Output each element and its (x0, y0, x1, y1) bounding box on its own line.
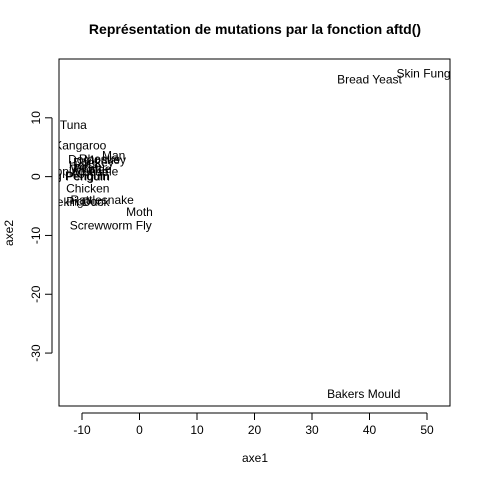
y-tick-label: -10 (29, 226, 43, 244)
point-label: Tuna (60, 118, 87, 132)
y-tick-label: -30 (29, 344, 43, 362)
y-axis-label: axe2 (2, 220, 16, 246)
point-label: Mouse (73, 165, 109, 179)
point-label: Horse (69, 158, 101, 172)
point-label: Kangaroo (54, 138, 106, 152)
point-label: Penguin (66, 170, 110, 184)
point-label: Man (102, 148, 125, 162)
x-tick-label: -10 (73, 423, 91, 437)
plot-frame (58, 58, 451, 407)
point-label: Bread Yeast (337, 73, 402, 87)
point-label: Pig (73, 161, 90, 175)
x-axis-label: axe1 (242, 451, 268, 465)
point-label: Whale (71, 163, 105, 177)
chart-title: Représentation de mutations par la fonct… (89, 21, 421, 37)
point-label: Rattlesnake (70, 193, 134, 207)
point-label: Pigeon (66, 194, 103, 208)
y-axis: -30 -20 -10 0 10 (29, 111, 53, 362)
point-label: Monkey (84, 153, 126, 167)
point-label: Pekin Duck (49, 195, 111, 209)
y-tick-label: 0 (29, 173, 43, 180)
x-tick-label: 40 (363, 423, 377, 437)
y-tick-label: 10 (29, 111, 43, 125)
point-label: Moth (126, 205, 153, 219)
x-tick-label: 0 (136, 423, 143, 437)
point-label: Chicken (66, 181, 109, 195)
point-label: King Penguin (38, 169, 109, 183)
x-tick-label: 50 (420, 423, 434, 437)
point-label: Donkey (73, 156, 114, 170)
point-label: Turtle (81, 162, 112, 176)
point-label: Bakers Mould (327, 387, 400, 401)
point-label: Screwworm Fly (70, 218, 152, 232)
x-tick-label: 30 (305, 423, 319, 437)
x-axis: -10 0 10 20 30 40 50 (73, 412, 434, 437)
point-label: Rhesus (79, 152, 120, 166)
point-label: Dog (68, 153, 90, 167)
point-label: Skin Fungus (397, 67, 464, 81)
x-tick-label: 20 (248, 423, 262, 437)
y-tick-label: -20 (29, 285, 43, 303)
x-tick-label: 10 (190, 423, 204, 437)
point-label: Snapping Turtle (34, 164, 118, 178)
